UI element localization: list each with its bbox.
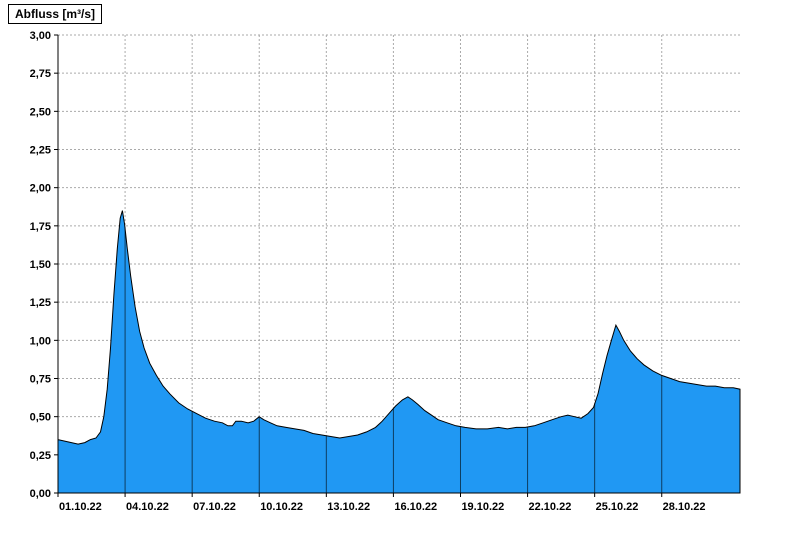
x-tick-label: 07.10.22 — [193, 501, 236, 513]
y-tick-label: 2,50 — [30, 106, 51, 118]
y-tick-label: 1,50 — [30, 259, 51, 271]
y-tick-label: 0,75 — [30, 374, 51, 386]
discharge-area-series — [57, 210, 741, 494]
x-tick-label: 10.10.22 — [260, 501, 303, 513]
y-tick-label: 2,00 — [30, 183, 51, 195]
x-tick-label: 16.10.22 — [394, 501, 437, 513]
x-axis-ticks — [57, 493, 663, 497]
y-tick-label: 2,75 — [30, 68, 51, 80]
x-axis-labels: 01.10.22 04.10.22 07.10.22 10.10.22 13.10.22… — [59, 501, 706, 513]
y-tick-label: 1,00 — [30, 335, 51, 347]
y-tick-label: 0,50 — [30, 412, 51, 424]
chart-title: Abfluss [m³/s] — [15, 7, 96, 21]
y-axis-ticks — [54, 34, 58, 494]
y-axis-labels: 0,00 0,25 0,50 0,75 1,00 1,25 1,50 1,75 2,00 2,25… — [30, 30, 51, 500]
x-tick-label: 13.10.22 — [327, 501, 370, 513]
y-tick-label: 1,25 — [30, 297, 51, 309]
chart-title-box: Abfluss [m³/s] — [8, 4, 103, 24]
x-tick-label: 25.10.22 — [596, 501, 639, 513]
x-tick-label: 22.10.22 — [529, 501, 572, 513]
x-tick-label: 04.10.22 — [126, 501, 169, 513]
x-tick-label: 01.10.22 — [59, 501, 102, 513]
y-tick-label: 2,25 — [30, 145, 51, 157]
x-tick-label: 19.10.22 — [461, 501, 504, 513]
y-tick-label: 0,25 — [30, 450, 51, 462]
y-tick-label: 1,75 — [30, 221, 51, 233]
x-tick-label: 28.10.22 — [663, 501, 706, 513]
y-tick-label: 3,00 — [30, 30, 51, 42]
y-tick-label: 0,00 — [30, 488, 51, 500]
